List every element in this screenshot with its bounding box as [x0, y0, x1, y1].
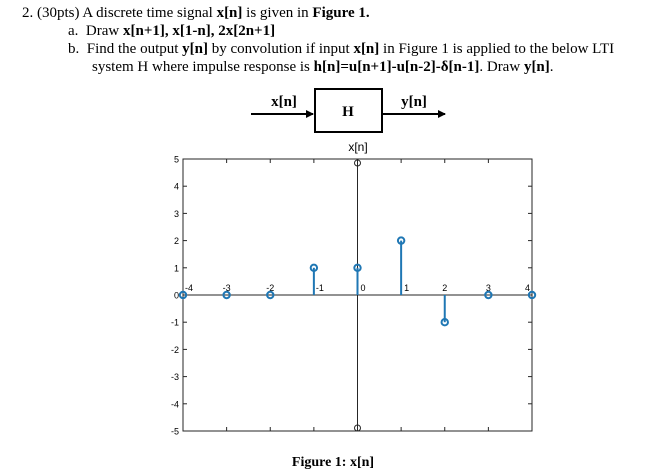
part-a-marker: a.: [68, 23, 79, 39]
part-b-marker: b.: [68, 41, 80, 57]
part-b-line-2: system H where impulse response is h[n]=…: [92, 58, 554, 76]
stem-marker: [222, 290, 231, 300]
y-tick-label: 1: [174, 263, 179, 273]
figure-caption: Figure 1: x[n]: [292, 455, 374, 470]
x-tick-label: 2: [442, 283, 447, 293]
y-tick-label: -3: [171, 372, 179, 382]
block-input-label: x[n]: [271, 94, 297, 110]
part-b-line2-y: y[n]: [523, 59, 550, 75]
x-tick-label: 0: [361, 283, 366, 293]
block-output-label: y[n]: [401, 94, 427, 110]
part-b-line1-pre: Find the output: [86, 41, 183, 57]
y-tick-label: 3: [174, 209, 179, 219]
axis-end-marker: [354, 159, 361, 167]
part-b-line-1: b. Find the output y[n] by convolution i…: [68, 40, 614, 58]
stem-marker: [178, 290, 188, 300]
stem-marker: [266, 290, 275, 300]
stem-marker: [396, 236, 406, 245]
x-tick-label: 3: [486, 283, 491, 293]
stem-marker: [309, 263, 319, 272]
system-block: [314, 88, 383, 133]
part-a-pre: Draw: [85, 23, 123, 39]
block-diagram: x[n] H y[n]: [251, 88, 446, 133]
question-number: 2.: [22, 5, 34, 21]
y-tick-label: -2: [171, 345, 179, 355]
part-b-line2-mid: . Draw: [479, 59, 524, 75]
y-tick-label: -5: [171, 427, 179, 437]
stem-marker: [527, 290, 537, 300]
question-intro-signal: x[n]: [216, 5, 243, 21]
part-a-bold: x[n+1], x[1-n], 2x[2n+1]: [123, 23, 276, 39]
x-tick-label: -1: [316, 283, 324, 293]
question-points: (30pts): [37, 5, 80, 21]
y-tick-label: 2: [174, 236, 179, 246]
x-tick-label: -3: [223, 283, 231, 293]
question-header: 2. (30pts) A discrete time signal x[n] i…: [22, 4, 370, 22]
x-tick-label: 4: [525, 283, 530, 293]
part-b-line1-mid: by convolution if input: [208, 41, 354, 57]
part-b-line2-post: .: [549, 59, 554, 75]
y-tick-label: 4: [174, 182, 179, 192]
question-intro-pre: A discrete time signal: [79, 5, 217, 21]
stem-marker: [440, 318, 449, 327]
question-intro-figure: Figure 1.: [312, 5, 370, 21]
stem-marker: [484, 290, 493, 300]
x-tick-label: -2: [266, 283, 274, 293]
y-tick-label: 0: [174, 291, 179, 301]
stem-marker: [353, 263, 362, 272]
y-tick-label: -4: [171, 399, 179, 409]
part-a: a. Draw x[n+1], x[1-n], 2x[2n+1]: [68, 22, 275, 40]
x-tick-label: 1: [404, 283, 409, 293]
part-b-line2-h: h[n]=u[n+1]-u[n-2]-δ[n-1]: [313, 59, 480, 75]
y-tick-label: -1: [171, 318, 179, 328]
part-b-line1-post: in Figure 1 is applied to the below LTI: [379, 41, 615, 57]
part-b-line1-x: x[n]: [353, 41, 380, 57]
chart-title: x[n]: [348, 140, 367, 154]
axis-end-marker: [354, 424, 361, 432]
part-b-line2-pre: system H where impulse response is: [92, 59, 314, 75]
question-intro-mid: is given in: [242, 5, 313, 21]
block-system-label: H: [342, 104, 354, 120]
y-tick-label: 5: [174, 155, 179, 165]
x-tick-label: -4: [185, 283, 193, 293]
part-b-line1-y: y[n]: [182, 41, 209, 57]
